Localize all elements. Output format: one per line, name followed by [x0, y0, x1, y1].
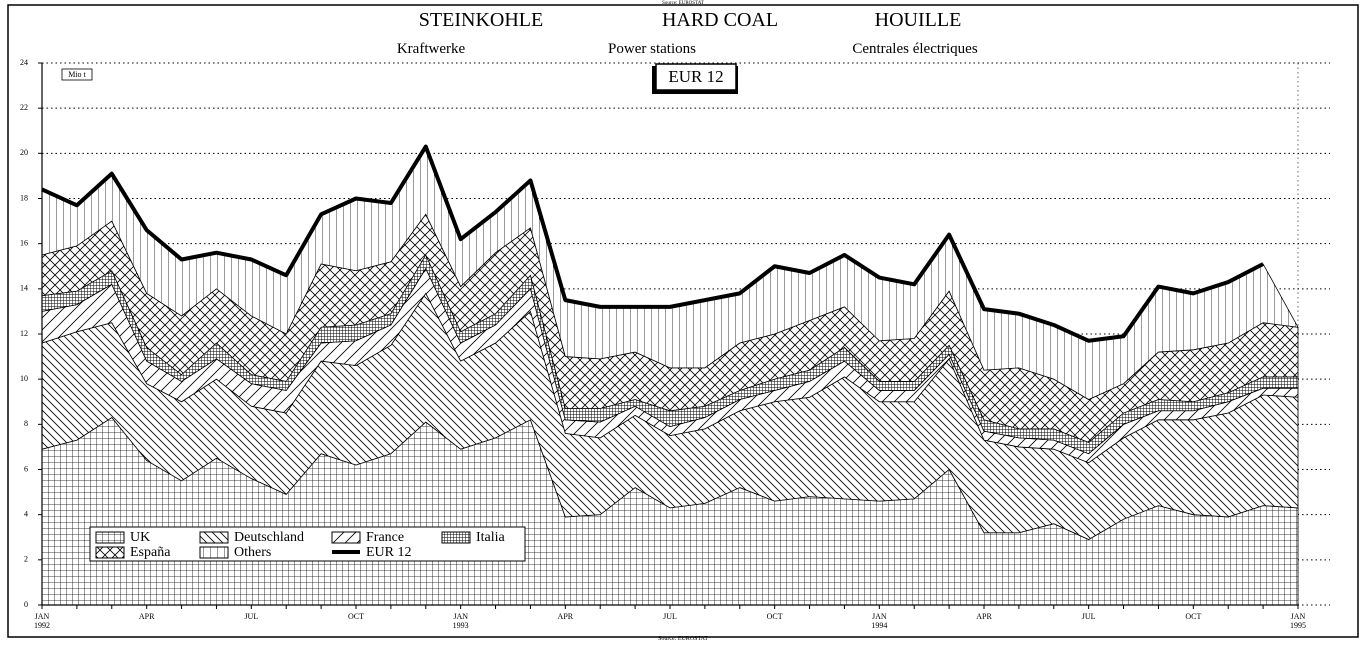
title: STEINKOHLE: [419, 9, 543, 31]
y-tick-label: 22: [20, 103, 28, 112]
legend-label: EUR 12: [366, 545, 412, 560]
y-tick-label: 0: [24, 600, 28, 609]
legend-swatch: [95, 531, 125, 544]
subtitle: Kraftwerke: [397, 41, 466, 57]
y-tick-label: 4: [24, 509, 28, 518]
x-tick-label: JUL: [663, 612, 677, 621]
x-year-label: 1992: [34, 621, 50, 630]
x-year-label: 1993: [453, 621, 469, 630]
x-tick-label: JAN: [872, 612, 887, 621]
y-tick-label: 16: [20, 238, 28, 247]
legend-swatch: [199, 531, 229, 544]
title: HARD COAL: [662, 9, 778, 31]
x-tick-label: APR: [139, 612, 155, 621]
x-tick-label: APR: [976, 612, 992, 621]
frame: [7, 4, 1359, 638]
unit-label: Mio t: [68, 70, 86, 79]
legend-swatch: [441, 531, 471, 544]
subtitle: Centrales électriques: [852, 41, 978, 57]
total-line: [41, 144, 1265, 343]
legend-swatch: [199, 546, 229, 559]
legend-label: Deutschland: [234, 530, 304, 545]
y-tick-label: 8: [24, 419, 28, 428]
x-tick-label: OCT: [1185, 612, 1201, 621]
y-tick-label: 6: [24, 464, 28, 473]
y-tick-label: 2: [24, 555, 28, 564]
y-tick-label: 10: [20, 374, 28, 383]
legend-swatch: [331, 531, 361, 544]
region-box: [655, 63, 737, 91]
x-tick-label: JAN: [453, 612, 468, 621]
legend: UK Deutschland France Italia España Others EUR…: [89, 526, 526, 562]
x-year-label: 1995: [1290, 621, 1306, 630]
legend-swatch: [95, 546, 125, 559]
legend-label: Italia: [476, 530, 506, 545]
x-tick-label: JUL: [244, 612, 258, 621]
x-tick-label: JAN: [35, 612, 50, 621]
y-tick-label: 12: [20, 329, 28, 338]
y-tick-label: 20: [20, 148, 28, 157]
legend-label: España: [130, 545, 171, 560]
unit-box: [61, 68, 93, 81]
source: Source: EUROSTAT: [658, 636, 708, 642]
x-tick-label: OCT: [348, 612, 364, 621]
x-tick-label: JAN: [1291, 612, 1306, 621]
source: Source: EUROSTAT: [662, 1, 704, 6]
subtitle: Power stations: [608, 41, 696, 57]
y-tick-label: 24: [20, 58, 28, 67]
y-tick-label: 14: [20, 284, 28, 293]
legend-label: UK: [130, 530, 150, 545]
x-tick-label: OCT: [767, 612, 783, 621]
y-tick-label: 18: [20, 193, 28, 202]
x-tick-label: JUL: [1082, 612, 1096, 621]
x-year-label: 1994: [871, 621, 887, 630]
x-tick-label: APR: [558, 612, 574, 621]
region-label: EUR 12: [668, 67, 723, 86]
legend-label: France: [366, 530, 404, 545]
legend-label: Others: [234, 545, 271, 560]
title: HOUILLE: [875, 9, 962, 31]
